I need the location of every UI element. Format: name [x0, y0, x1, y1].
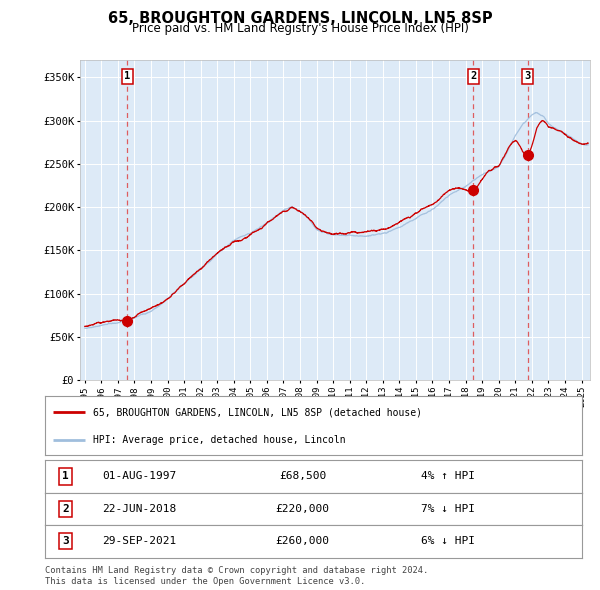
Text: 65, BROUGHTON GARDENS, LINCOLN, LN5 8SP: 65, BROUGHTON GARDENS, LINCOLN, LN5 8SP	[107, 11, 493, 25]
Text: 65, BROUGHTON GARDENS, LINCOLN, LN5 8SP (detached house): 65, BROUGHTON GARDENS, LINCOLN, LN5 8SP …	[94, 408, 422, 417]
Text: 7% ↓ HPI: 7% ↓ HPI	[421, 504, 475, 514]
Text: 6% ↓ HPI: 6% ↓ HPI	[421, 536, 475, 546]
Text: 01-AUG-1997: 01-AUG-1997	[102, 471, 176, 481]
Text: £260,000: £260,000	[276, 536, 330, 546]
Text: 2: 2	[62, 504, 69, 514]
Text: 1: 1	[124, 71, 131, 81]
Text: 29-SEP-2021: 29-SEP-2021	[102, 536, 176, 546]
Text: Contains HM Land Registry data © Crown copyright and database right 2024.
This d: Contains HM Land Registry data © Crown c…	[45, 566, 428, 586]
Text: 1: 1	[62, 471, 69, 481]
Text: HPI: Average price, detached house, Lincoln: HPI: Average price, detached house, Linc…	[94, 435, 346, 444]
Text: 3: 3	[524, 71, 531, 81]
Text: £68,500: £68,500	[279, 471, 326, 481]
Text: Price paid vs. HM Land Registry's House Price Index (HPI): Price paid vs. HM Land Registry's House …	[131, 22, 469, 35]
Text: £220,000: £220,000	[276, 504, 330, 514]
Text: 2: 2	[470, 71, 476, 81]
Text: 4% ↑ HPI: 4% ↑ HPI	[421, 471, 475, 481]
Text: 22-JUN-2018: 22-JUN-2018	[102, 504, 176, 514]
Text: 3: 3	[62, 536, 69, 546]
